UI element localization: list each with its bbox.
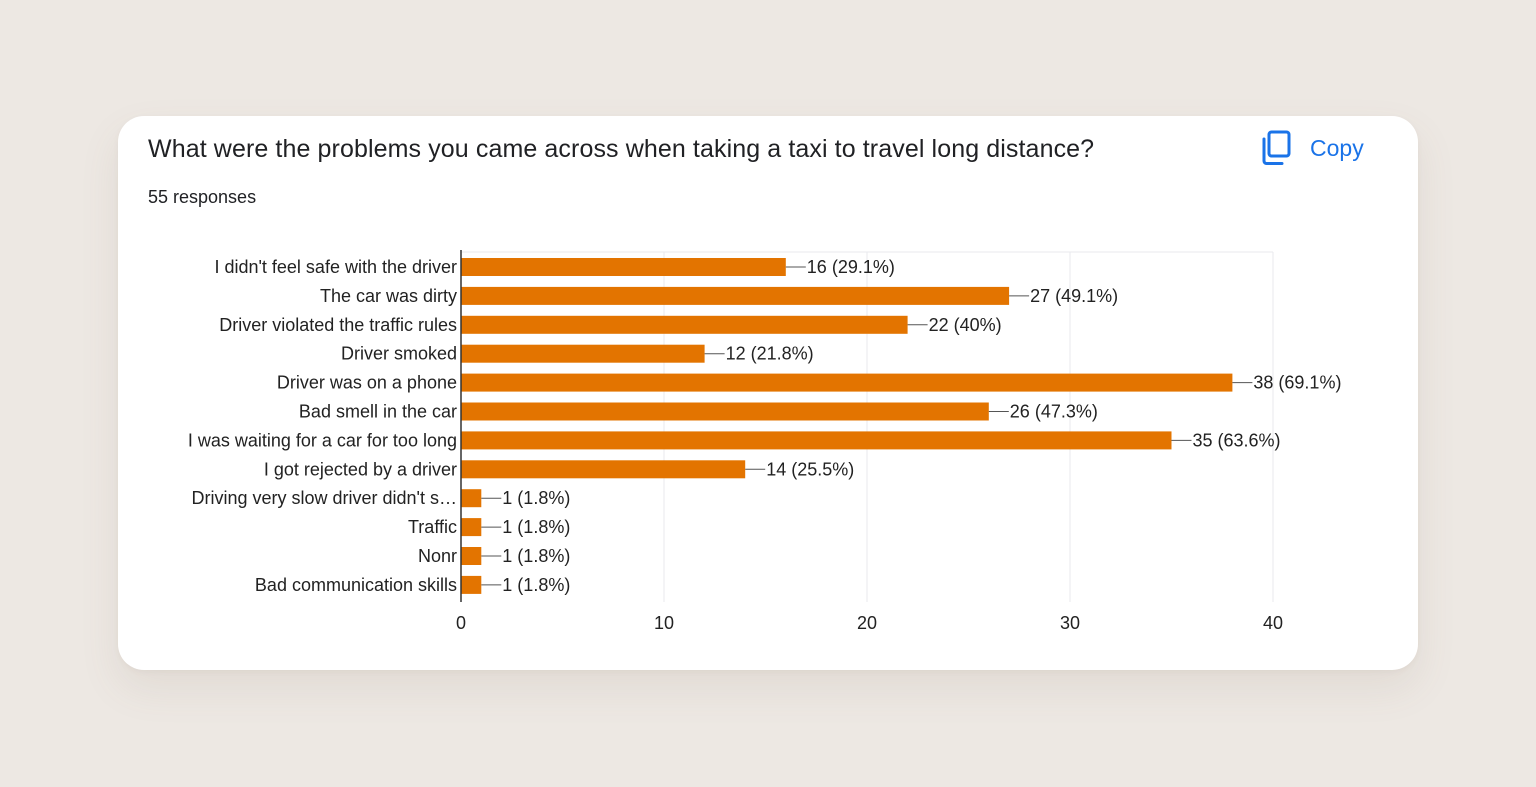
category-label: Nonr bbox=[418, 546, 457, 566]
category-label: Driver violated the traffic rules bbox=[219, 315, 457, 335]
x-tick-label: 40 bbox=[1263, 613, 1283, 633]
category-label: Bad communication skills bbox=[255, 575, 457, 595]
copy-label: Copy bbox=[1310, 134, 1364, 161]
x-tick-label: 0 bbox=[456, 613, 466, 633]
bar bbox=[461, 258, 786, 276]
x-tick-label: 10 bbox=[654, 613, 674, 633]
bar bbox=[461, 286, 1010, 305]
response-count: 55 responses bbox=[148, 187, 257, 207]
bar bbox=[461, 431, 1172, 450]
category-label: I was waiting for a car for too long bbox=[188, 430, 457, 450]
data-label: 14 (25.5%) bbox=[766, 459, 854, 479]
x-tick-label: 30 bbox=[1060, 613, 1080, 633]
data-label: 12 (21.8%) bbox=[726, 344, 814, 364]
data-label: 35 (63.6%) bbox=[1193, 430, 1281, 450]
bar bbox=[461, 373, 1233, 392]
bar bbox=[461, 518, 482, 537]
category-label: Traffic bbox=[408, 517, 457, 537]
bar bbox=[461, 489, 482, 508]
category-label: I didn't feel safe with the driver bbox=[214, 257, 457, 277]
data-label: 22 (40%) bbox=[929, 315, 1002, 335]
data-label: 1 (1.8%) bbox=[502, 517, 570, 537]
data-label: 16 (29.1%) bbox=[807, 257, 895, 277]
bar bbox=[461, 344, 705, 363]
copy-icon bbox=[1260, 130, 1292, 166]
question-card: What were the problems you came across w… bbox=[118, 116, 1418, 670]
category-label: The car was dirty bbox=[320, 286, 457, 306]
data-label: 1 (1.8%) bbox=[502, 488, 570, 508]
data-label: 1 (1.8%) bbox=[502, 575, 570, 595]
data-label: 1 (1.8%) bbox=[502, 546, 570, 566]
category-label: Driver smoked bbox=[341, 344, 457, 364]
data-label: 27 (49.1%) bbox=[1030, 286, 1118, 306]
data-label: 26 (47.3%) bbox=[1010, 402, 1098, 422]
question-title: What were the problems you came across w… bbox=[148, 135, 1095, 163]
bar bbox=[461, 547, 482, 565]
bar bbox=[461, 402, 989, 421]
x-tick-label: 20 bbox=[857, 613, 877, 633]
category-label: Bad smell in the car bbox=[299, 402, 457, 422]
category-label: Driving very slow driver didn't s… bbox=[191, 488, 457, 508]
copy-chart-button[interactable]: Copy bbox=[1256, 126, 1372, 170]
data-label: 38 (69.1%) bbox=[1253, 373, 1341, 393]
bar bbox=[461, 460, 746, 479]
bar-chart: 0 10 20 30 40 I didn't feel safe with the dri… bbox=[188, 250, 1341, 633]
category-label: I got rejected by a driver bbox=[264, 459, 457, 479]
bar bbox=[461, 315, 908, 334]
bar bbox=[461, 575, 482, 594]
category-label: Driver was on a phone bbox=[277, 373, 457, 393]
